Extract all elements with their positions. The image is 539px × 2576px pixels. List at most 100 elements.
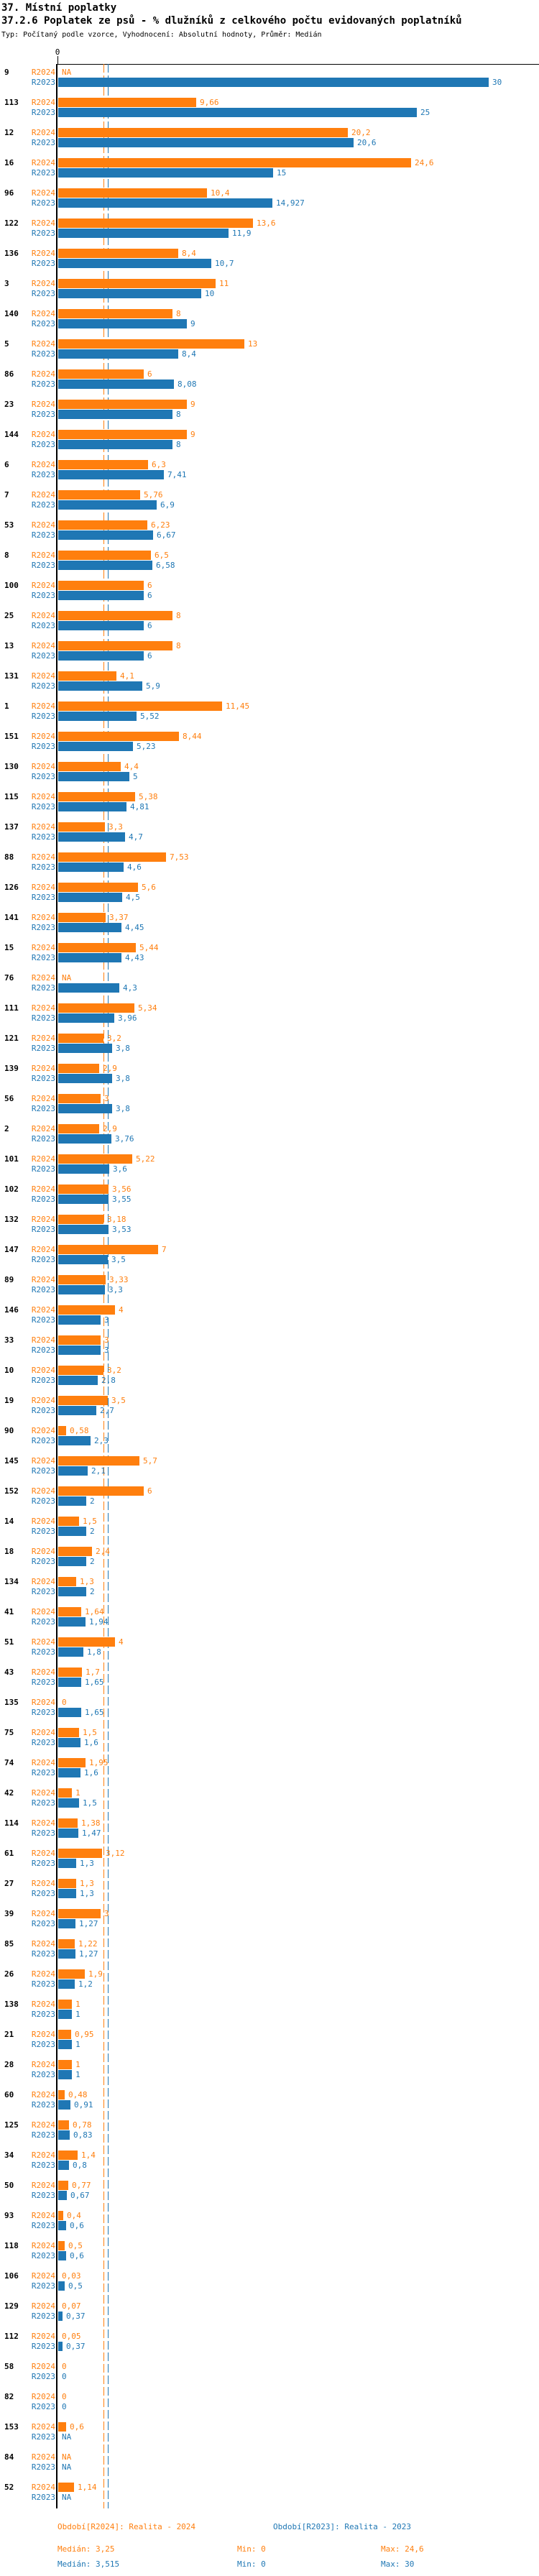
series-label-r2024: R2024: [31, 1607, 55, 1616]
bar-r2024: [58, 792, 135, 801]
group-id-label: 121: [4, 1034, 19, 1043]
stat-min-r2023: Min: 0: [237, 2559, 266, 2569]
series-label-r2023: R2023: [31, 1346, 55, 1355]
series-label-r2024: R2024: [31, 520, 55, 530]
series-label-r2023: R2023: [31, 78, 55, 87]
bar-r2023: [58, 983, 119, 993]
bar-group: 139 R2024 2,9 R2023 3,8: [0, 1064, 539, 1083]
bar-r2024: [58, 1577, 76, 1586]
bar-r2023: [58, 1195, 109, 1204]
bar-r2024: [58, 2030, 71, 2039]
series-label-r2024: R2024: [31, 2483, 55, 2492]
series-label-r2023: R2023: [31, 2402, 55, 2411]
bar-group: 89 R2024 3,33 R2023 3,3: [0, 1275, 539, 1294]
group-id-label: 130: [4, 762, 19, 771]
series-label-r2024: R2024: [31, 1003, 55, 1013]
series-label-r2023: R2023: [31, 651, 55, 661]
bar-group: 118 R2024 0,5 R2023 0,6: [0, 2241, 539, 2260]
group-id-label: 53: [4, 520, 14, 530]
value-label-r2023: 10,7: [215, 259, 234, 268]
page-title: 37. Místní poplatky: [1, 2, 117, 14]
bar-r2024: [58, 2483, 74, 2492]
series-label-r2023: R2023: [31, 2130, 55, 2140]
series-label-r2024: R2024: [31, 2392, 55, 2401]
series-label-r2024: R2024: [31, 1275, 55, 1284]
bar-r2023: [58, 2191, 67, 2200]
bar-group: 61 R2024 3,12 R2023 1,3: [0, 1849, 539, 1868]
series-label-r2023: R2023: [31, 742, 55, 751]
bar-group: 122 R2024 13,6 R2023 11,9: [0, 218, 539, 238]
series-label-r2024: R2024: [31, 1788, 55, 1798]
series-label-r2023: R2023: [31, 802, 55, 811]
series-label-r2024: R2024: [31, 1698, 55, 1707]
bar-r2023: [58, 923, 121, 932]
value-label-r2023: 3,8: [116, 1044, 130, 1053]
bar-r2024: [58, 671, 116, 681]
group-id-label: 88: [4, 852, 14, 862]
value-label-r2024: 9: [190, 400, 195, 409]
value-label-r2024: 9,66: [200, 98, 219, 107]
bar-r2023: [58, 168, 273, 178]
group-id-label: 112: [4, 2332, 19, 2341]
x-axis-line: [57, 64, 539, 65]
series-label-r2023: R2023: [31, 2432, 55, 2442]
series-label-r2024: R2024: [31, 1124, 55, 1133]
bar-group: 136 R2024 8,4 R2023 10,7: [0, 249, 539, 268]
value-label-r2024: 0,6: [70, 2422, 84, 2432]
value-label-r2023: 11,9: [232, 229, 252, 238]
value-label-r2023: 2: [90, 1527, 95, 1536]
series-label-r2023: R2023: [31, 772, 55, 781]
group-id-label: 41: [4, 1607, 14, 1616]
bar-r2024: [58, 1335, 101, 1345]
value-label-r2023: 1: [75, 2010, 80, 2019]
value-label-r2024: 3: [104, 1335, 109, 1345]
stat-median-r2023: Medián: 3,515: [57, 2559, 120, 2569]
series-label-r2023: R2023: [31, 591, 55, 600]
series-label-r2024: R2024: [31, 1849, 55, 1858]
series-label-r2023: R2023: [31, 2100, 55, 2110]
stat-median-r2024: Medián: 3,25: [57, 2544, 115, 2554]
value-label-r2024: 5,6: [142, 883, 156, 892]
series-label-r2024: R2024: [31, 943, 55, 952]
series-label-r2023: R2023: [31, 168, 55, 178]
bar-r2023: [58, 1255, 108, 1264]
bar-group: 138 R2024 1 R2023 1: [0, 2000, 539, 2019]
value-label-r2023: 8,4: [182, 349, 196, 359]
series-label-r2024: R2024: [31, 1184, 55, 1194]
series-label-r2023: R2023: [31, 1225, 55, 1234]
bar-r2024: [58, 1366, 103, 1375]
bar-group: 125 R2024 0,78 R2023 0,83: [0, 2120, 539, 2140]
bar-r2023: [58, 651, 144, 661]
bar-group: 18 R2024 2,4 R2023 2: [0, 1547, 539, 1566]
bar-r2024: [58, 1184, 109, 1194]
group-id-label: 10: [4, 1366, 14, 1375]
bar-r2023: [58, 1557, 86, 1566]
bar-r2023: [58, 349, 178, 359]
bar-r2024: [58, 1034, 103, 1043]
bar-r2023: [58, 1919, 75, 1928]
bar-r2024: [58, 2120, 69, 2130]
series-label-r2024: R2024: [31, 611, 55, 620]
group-id-label: 23: [4, 400, 14, 409]
bar-group: 14 R2024 1,5 R2023 2: [0, 1517, 539, 1536]
group-id-label: 86: [4, 369, 14, 379]
value-label-r2024: 0: [62, 2392, 67, 2401]
group-id-label: 74: [4, 1758, 14, 1767]
value-label-r2024: 5,76: [144, 490, 163, 500]
group-id-label: 3: [4, 279, 9, 288]
bar-r2024: [58, 1275, 106, 1284]
value-label-r2023: 0,6: [70, 2251, 84, 2260]
bar-r2023: [58, 2010, 72, 2019]
bar-group: 134 R2024 1,3 R2023 2: [0, 1577, 539, 1596]
value-label-r2023: 8,08: [178, 380, 197, 389]
bar-r2023: [58, 1436, 91, 1445]
series-label-r2023: R2023: [31, 349, 55, 359]
value-label-r2024: 0,03: [62, 2271, 81, 2281]
value-label-r2023: 2: [90, 1557, 95, 1566]
value-label-r2023: 4,3: [123, 983, 137, 993]
bar-r2023: [58, 772, 129, 781]
bar-r2023: [58, 712, 137, 721]
value-label-r2023: 4,6: [127, 862, 142, 872]
value-label-r2023: 5,9: [146, 681, 160, 691]
value-label-r2023: 1,2: [78, 1979, 93, 1989]
